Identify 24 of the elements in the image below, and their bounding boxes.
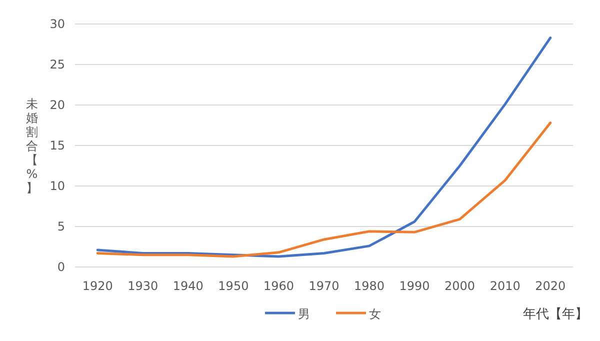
y-tick-label: 20 — [50, 98, 65, 112]
y-tick-label: 0 — [57, 260, 65, 274]
y-tick-label: 25 — [50, 58, 65, 72]
x-tick-label: 1980 — [354, 279, 385, 293]
x-tick-label: 1940 — [172, 279, 204, 293]
x-tick-label: 2010 — [490, 279, 520, 293]
legend-label: 女 — [369, 307, 381, 321]
x-tick-label: 1930 — [128, 279, 158, 293]
y-tick-label: 10 — [50, 179, 65, 193]
x-tick-label: 2020 — [535, 279, 566, 293]
y-axis-title: 未婚割合【%】 — [26, 97, 38, 195]
y-tick-label: 30 — [50, 17, 65, 31]
x-axis-title: 年代【年】 — [523, 307, 588, 322]
x-tick-label: 1990 — [399, 279, 430, 293]
y-tick-label: 5 — [57, 220, 65, 234]
line-series — [96, 122, 552, 258]
x-tick-label: 1970 — [308, 279, 340, 293]
x-tick-label: 2000 — [444, 279, 476, 293]
y-tick-label: 15 — [50, 138, 65, 152]
legend-label: 男 — [298, 307, 310, 321]
x-tick-label: 1920 — [82, 279, 113, 293]
x-tick-label: 1960 — [263, 279, 294, 293]
x-tick-label: 1950 — [218, 279, 249, 293]
line-series — [96, 36, 552, 258]
